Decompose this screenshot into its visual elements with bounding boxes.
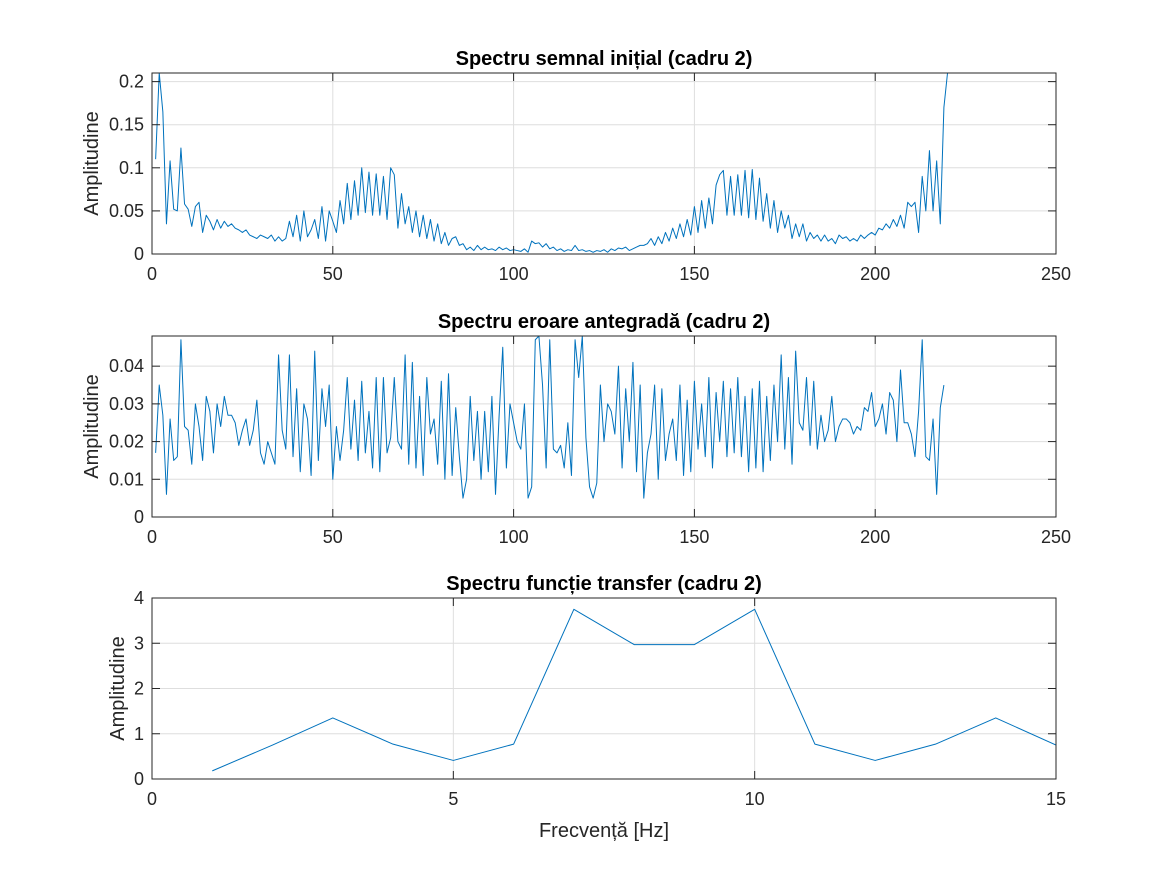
y-tick-label: 0.05 <box>109 201 144 221</box>
y-tick-label: 0.02 <box>109 432 144 452</box>
chart-title: Spectru funcție transfer (cadru 2) <box>446 573 762 595</box>
series-line <box>155 73 949 253</box>
x-tick-label: 100 <box>499 264 529 284</box>
x-tick-label: 250 <box>1041 527 1071 547</box>
spectrum-initial-signal-chart: 0 50 100 150 200 250 0 0.05 0.1 0.15 0.2 Spectru se… <box>81 48 1071 284</box>
x-tick-label: 150 <box>679 527 709 547</box>
y-tick-label: 0 <box>134 769 144 789</box>
x-tick-label: 0 <box>147 264 157 284</box>
spectrum-transfer-function-chart: 0 5 10 15 0 1 2 3 4 Spectru funcție transfer (cad… <box>107 573 1066 842</box>
axes-border <box>151 72 1057 255</box>
series-line <box>155 336 945 499</box>
y-tick-label: 0.1 <box>119 158 144 178</box>
x-tick-label: 200 <box>860 527 890 547</box>
axes-border <box>151 335 1057 518</box>
y-tick-label: 3 <box>134 633 144 653</box>
x-tick-label: 200 <box>860 264 890 284</box>
y-tick-label: 0.03 <box>109 394 144 414</box>
x-tick-label: 100 <box>499 527 529 547</box>
x-tick-label: 15 <box>1046 789 1066 809</box>
y-tick-label: 2 <box>134 679 144 699</box>
y-tick-label: 0 <box>134 507 144 527</box>
x-tick-label: 5 <box>448 789 458 809</box>
x-tick-label: 150 <box>679 264 709 284</box>
axes-frame <box>151 335 1057 518</box>
y-tick-label: 0.2 <box>119 72 144 92</box>
y-tick-label: 4 <box>134 588 144 608</box>
series-line <box>212 608 1056 772</box>
x-tick-label: 10 <box>745 789 765 809</box>
x-tick-label: 50 <box>323 527 343 547</box>
y-tick-label: 0 <box>134 244 144 264</box>
x-axis-label: Frecvență [Hz] <box>539 820 669 842</box>
y-axis-label: Amplitudine <box>81 111 103 216</box>
x-tick-label: 50 <box>323 264 343 284</box>
y-tick-label: 0.04 <box>109 356 144 376</box>
axes-frame <box>151 72 1057 255</box>
y-tick-label: 1 <box>134 724 144 744</box>
y-tick-label: 0.01 <box>109 469 144 489</box>
x-tick-label: 0 <box>147 789 157 809</box>
spectrum-error-chart: 0 50 100 150 200 250 0 0.01 0.02 0.03 0.04 Spectru … <box>81 311 1071 547</box>
x-tick-label: 250 <box>1041 264 1071 284</box>
y-axis-label: Amplitudine <box>81 374 103 479</box>
x-tick-label: 0 <box>147 527 157 547</box>
chart-title: Spectru eroare antegradă (cadru 2) <box>438 311 770 333</box>
y-tick-label: 0.15 <box>109 115 144 135</box>
chart-title: Spectru semnal inițial (cadru 2) <box>456 48 753 70</box>
y-axis-label: Amplitudine <box>107 636 129 741</box>
